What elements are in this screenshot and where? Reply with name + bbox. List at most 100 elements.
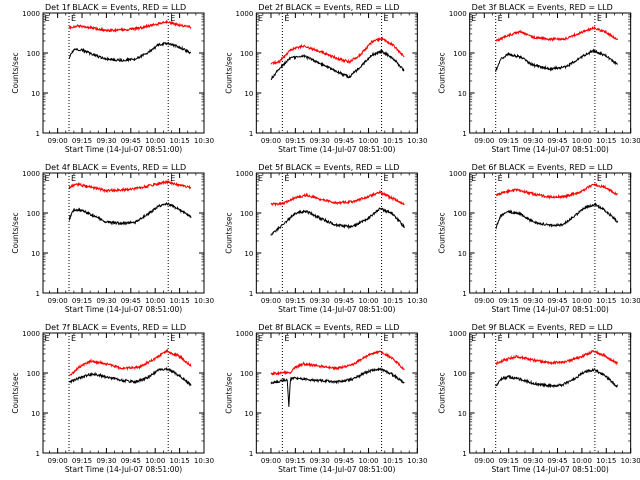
- chart-title: Det 3f BLACK = Events, RED = LLD: [472, 3, 613, 12]
- y-tick-label: 1000: [449, 10, 467, 18]
- chart-title: Det 6f BLACK = Events, RED = LLD: [472, 163, 613, 172]
- x-axis-label: Start Time (14-Jul-07 08:51:00): [278, 145, 395, 154]
- x-axis-label: Start Time (14-Jul-07 08:51:00): [491, 145, 608, 154]
- y-tick-label: 1: [249, 130, 253, 138]
- y-tick-label: 1000: [22, 330, 40, 338]
- x-tick-label: 10:00: [358, 457, 378, 465]
- event-marker-label: E: [170, 14, 175, 23]
- event-marker-label: E: [597, 14, 602, 23]
- y-axis-label: Counts/sec: [11, 372, 20, 413]
- events-series-line: [495, 48, 619, 72]
- x-tick-label: 10:30: [621, 297, 640, 305]
- y-tick-label: 1: [462, 290, 466, 298]
- event-marker-label: E: [71, 174, 76, 183]
- y-tick-label: 10: [458, 90, 467, 98]
- y-tick-label: 10: [31, 410, 40, 418]
- y-tick-label: 100: [240, 370, 253, 378]
- x-tick-label: 09:45: [547, 297, 567, 305]
- chart-panel: Det 9f BLACK = Events, RED = LLD 1 10 100 10…: [438, 323, 640, 474]
- event-marker-label: E: [597, 334, 602, 343]
- lld-series-line: [495, 183, 619, 200]
- y-tick-label: 100: [27, 370, 40, 378]
- y-axis-label: Counts/sec: [11, 212, 20, 253]
- chart-title: Det 8f BLACK = Events, RED = LLD: [258, 323, 399, 332]
- event-marker-label: E: [71, 334, 76, 343]
- events-series-line: [68, 366, 192, 387]
- chart-panel: Det 5f BLACK = Events, RED = LLD 1 10 100 10…: [224, 163, 427, 314]
- y-axis-label: Counts/sec: [438, 372, 447, 413]
- y-tick-label: 100: [240, 210, 253, 218]
- plot-frame: [42, 172, 205, 294]
- x-tick-label: 09:00: [261, 457, 281, 465]
- x-tick-label: 09:15: [499, 297, 519, 305]
- chart-panel: Det 8f BLACK = Events, RED = LLD 1 10 100 10…: [224, 323, 427, 474]
- y-tick-label: 100: [453, 210, 466, 218]
- event-marker-label: E: [498, 334, 503, 343]
- x-axis-label: Start Time (14-Jul-07 08:51:00): [278, 305, 395, 314]
- y-axis-label: Counts/sec: [11, 52, 20, 93]
- x-tick-label: 09:15: [285, 297, 305, 305]
- y-tick-label: 1000: [449, 170, 467, 178]
- x-tick-label: 09:30: [96, 297, 116, 305]
- x-tick-label: 09:30: [523, 457, 543, 465]
- events-series-line: [270, 48, 405, 81]
- y-tick-label: 1: [249, 450, 253, 458]
- events-series-line: [270, 367, 405, 407]
- x-tick-label: 09:00: [261, 137, 281, 145]
- lld-series-line: [68, 348, 192, 377]
- event-marker-label: E: [170, 334, 175, 343]
- x-tick-label: 09:45: [121, 457, 141, 465]
- event-marker-label: E: [597, 174, 602, 183]
- y-tick-label: 10: [244, 90, 253, 98]
- event-marker-label: E: [284, 334, 289, 343]
- y-tick-label: 10: [244, 410, 253, 418]
- x-axis-label: Start Time (14-Jul-07 08:51:00): [65, 465, 182, 474]
- x-tick-label: 09:45: [334, 457, 354, 465]
- event-marker-label: E: [258, 334, 263, 343]
- x-axis-label: Start Time (14-Jul-07 08:51:00): [278, 465, 395, 474]
- events-series-line: [495, 202, 619, 230]
- event-marker-label: E: [384, 334, 389, 343]
- plot-frame: [255, 172, 418, 294]
- y-axis-label: Counts/sec: [224, 212, 233, 253]
- event-marker-label: E: [45, 334, 50, 343]
- x-tick-label: 09:30: [523, 137, 543, 145]
- x-tick-label: 10:15: [383, 297, 403, 305]
- x-tick-label: 09:15: [285, 457, 305, 465]
- x-tick-label: 10:00: [145, 137, 165, 145]
- lld-series-line: [68, 179, 192, 194]
- chart-panel: Det 4f BLACK = Events, RED = LLD 1 10 100 10…: [11, 163, 214, 314]
- x-tick-label: 10:00: [572, 457, 592, 465]
- y-tick-label: 1: [249, 290, 253, 298]
- x-axis-label: Start Time (14-Jul-07 08:51:00): [491, 305, 608, 314]
- x-tick-label: 09:45: [334, 137, 354, 145]
- x-tick-label: 09:45: [547, 457, 567, 465]
- x-tick-label: 10:30: [621, 457, 640, 465]
- chart-title: Det 7f BLACK = Events, RED = LLD: [45, 323, 186, 332]
- chart-title: Det 4f BLACK = Events, RED = LLD: [45, 163, 186, 172]
- x-axis-label: Start Time (14-Jul-07 08:51:00): [491, 465, 608, 474]
- plot-frame: [255, 332, 418, 454]
- plot-frame: [42, 332, 205, 454]
- plot-frame: [469, 332, 632, 454]
- x-tick-label: 09:30: [96, 137, 116, 145]
- x-tick-label: 09:00: [48, 457, 68, 465]
- x-tick-label: 10:15: [170, 297, 190, 305]
- x-tick-label: 09:30: [310, 457, 330, 465]
- y-tick-label: 1: [36, 130, 40, 138]
- x-tick-label: 09:15: [72, 137, 92, 145]
- x-tick-label: 10:15: [383, 137, 403, 145]
- x-tick-label: 10:30: [194, 457, 214, 465]
- chart-panel: Det 7f BLACK = Events, RED = LLD 1 10 100 10…: [11, 323, 214, 474]
- y-tick-label: 1000: [236, 330, 254, 338]
- lld-series-line: [68, 19, 192, 33]
- plot-frame: [469, 172, 632, 294]
- event-marker-label: E: [498, 174, 503, 183]
- x-tick-label: 09:00: [474, 297, 494, 305]
- event-marker-label: E: [284, 174, 289, 183]
- x-tick-label: 09:00: [261, 297, 281, 305]
- x-tick-label: 10:30: [194, 137, 214, 145]
- x-tick-label: 09:30: [523, 297, 543, 305]
- x-tick-label: 09:15: [72, 297, 92, 305]
